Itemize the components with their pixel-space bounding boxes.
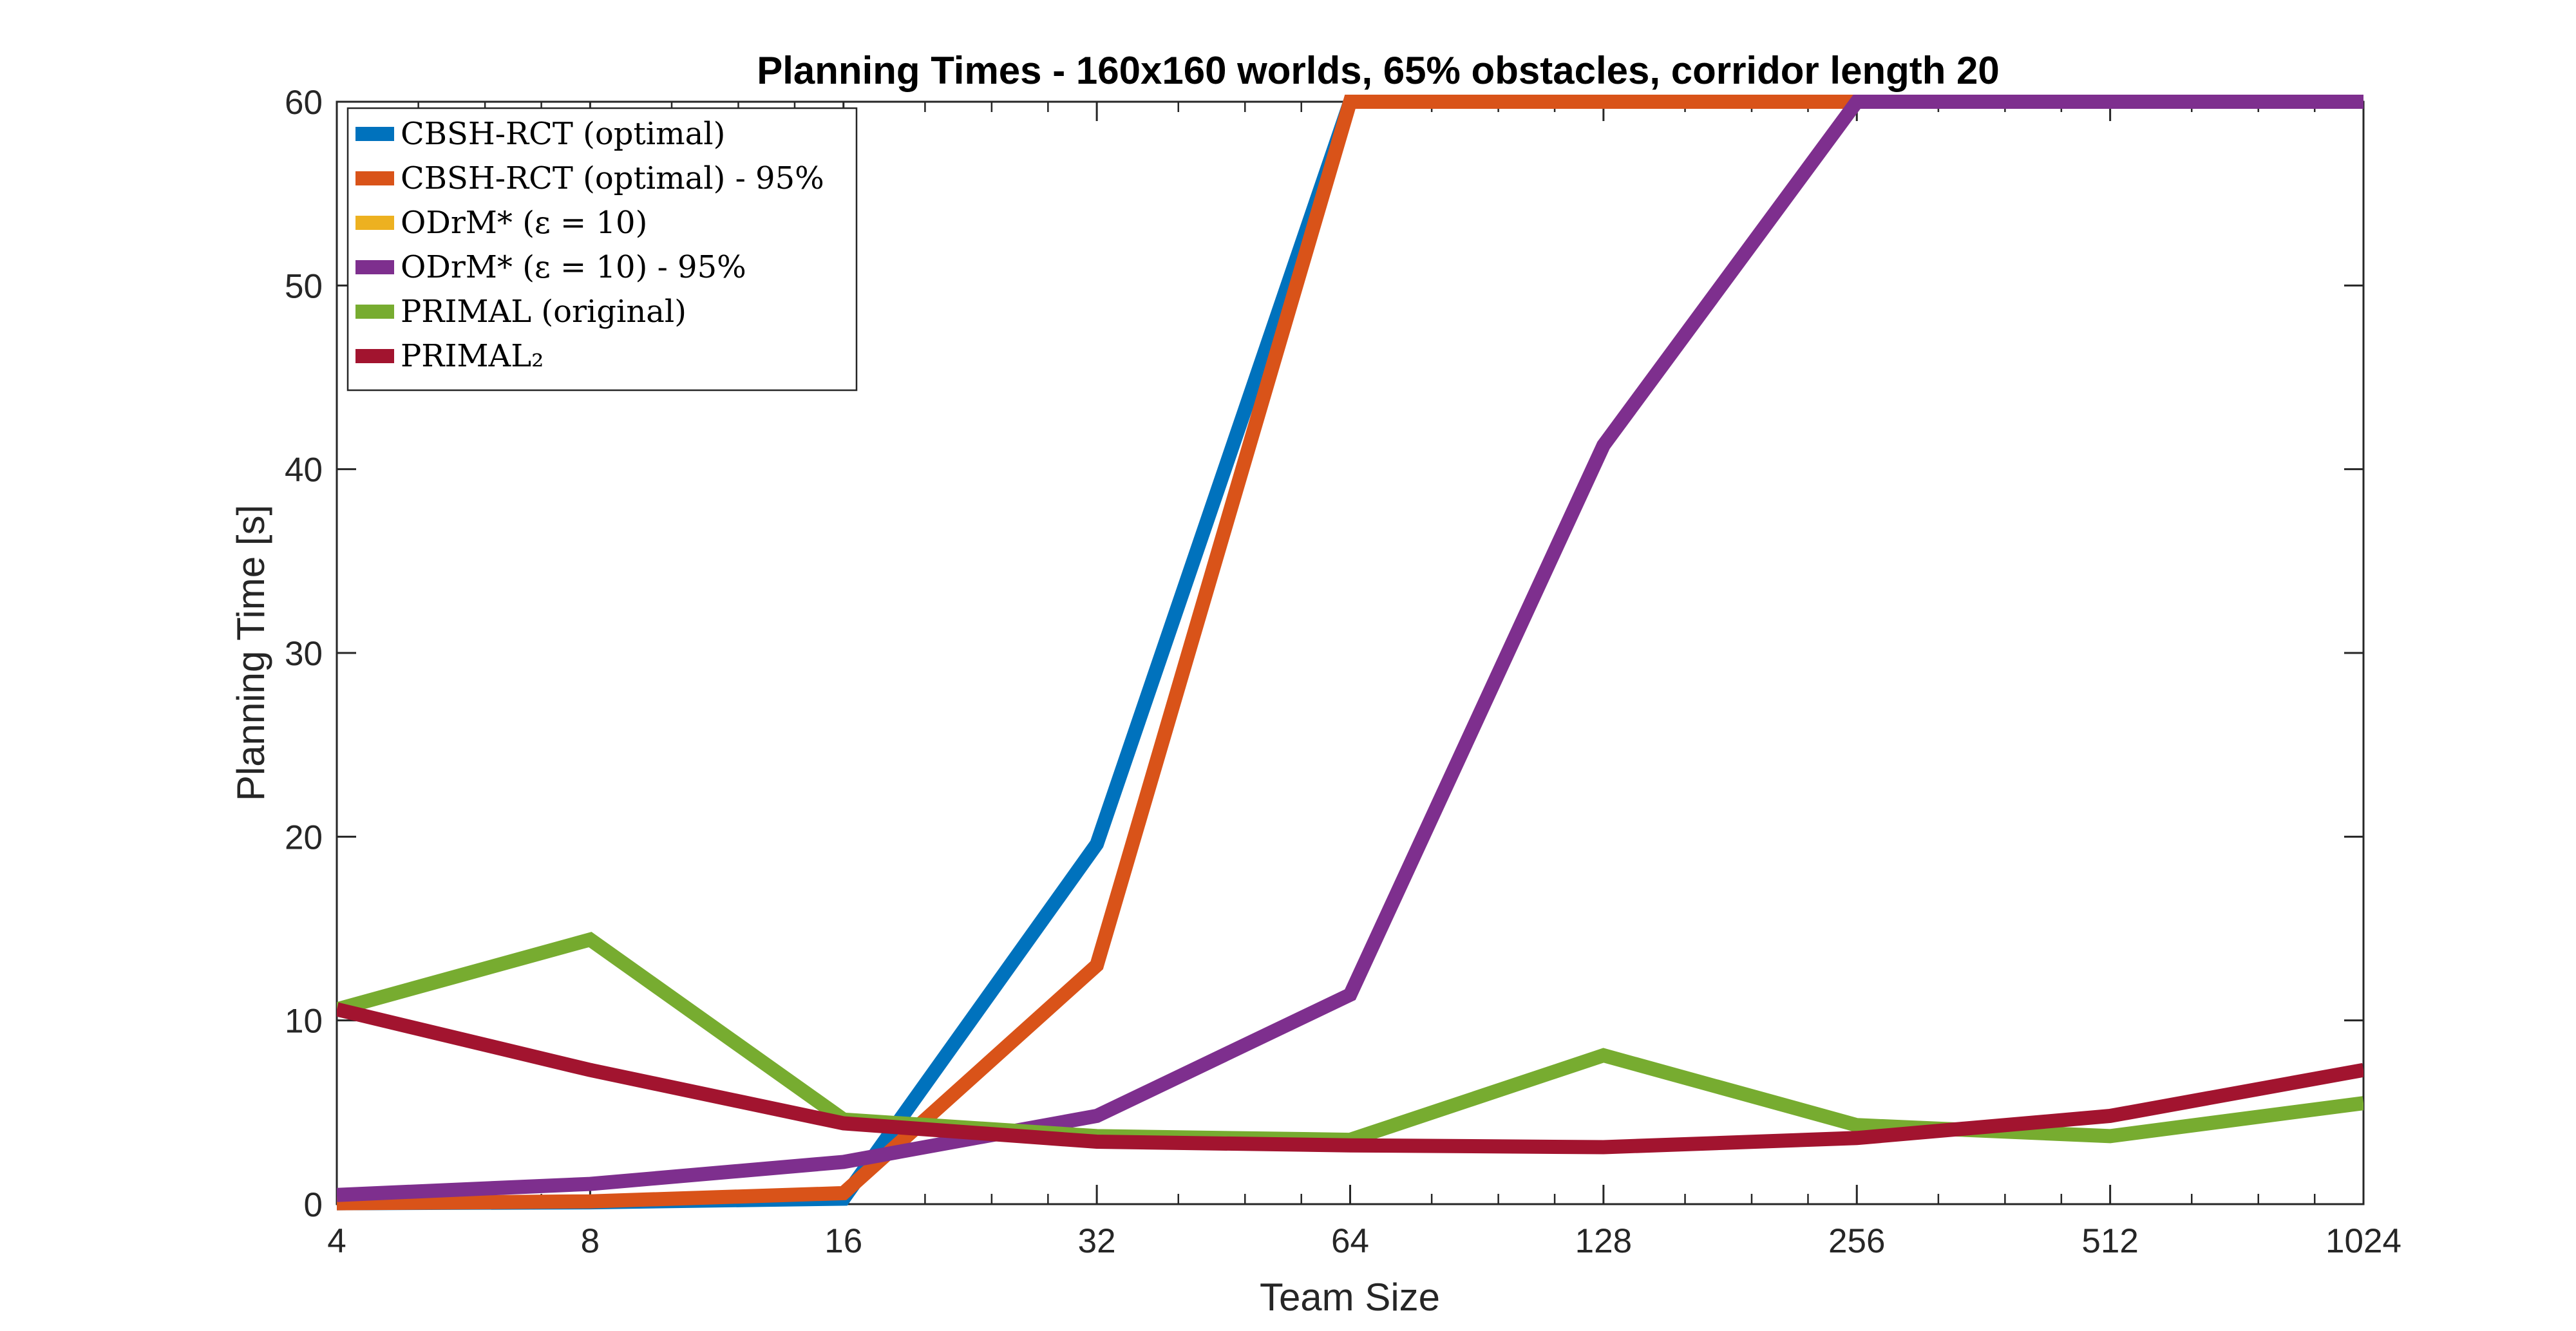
- x-tick-label: 8: [581, 1222, 600, 1260]
- legend-entry: ODrM* (ε = 10) - 95%: [401, 249, 746, 285]
- y-tick-label: 50: [285, 267, 323, 305]
- y-tick-label: 40: [285, 451, 323, 489]
- series-line: [337, 1002, 2363, 1155]
- legend-box: [346, 107, 858, 392]
- legend-entry: PRIMAL₂: [401, 338, 544, 374]
- y-tick-label: 0: [304, 1186, 323, 1224]
- x-axis-label: Team Size: [1260, 1276, 1440, 1319]
- x-tick-label: 1024: [2325, 1222, 2401, 1260]
- series-line: [337, 95, 1857, 1211]
- legend-entry: CBSH-RCT (optimal): [401, 116, 725, 152]
- x-tick-label: 128: [1575, 1222, 1632, 1260]
- y-axis-label: Planning Time [s]: [229, 505, 272, 801]
- x-tick-label: 16: [824, 1222, 862, 1260]
- y-tick-label: 60: [285, 84, 323, 122]
- legend: CBSH-RCT (optimal) CBSH-RCT (optimal) - 9…: [346, 107, 858, 392]
- legend-entry: CBSH-RCT (optimal) - 95%: [401, 160, 824, 196]
- x-tick-label: 512: [2081, 1222, 2138, 1260]
- y-tick-label: 10: [285, 1003, 323, 1041]
- series-line: [337, 95, 2363, 1202]
- chart-title: Planning Times - 160x160 worlds, 65% obs…: [757, 49, 2000, 92]
- legend-entry: PRIMAL (original): [401, 294, 687, 330]
- y-tick-label: 30: [285, 635, 323, 673]
- y-tick-label: 20: [285, 818, 323, 856]
- x-tick-label: 256: [1828, 1222, 1885, 1260]
- legend-entry: ODrM* (ε = 10): [401, 205, 647, 241]
- series-lines: [337, 95, 2363, 1211]
- x-tick-label: 32: [1078, 1222, 1116, 1260]
- series-line: [337, 932, 2363, 1147]
- x-tick-label: 4: [327, 1222, 346, 1260]
- x-tick-label: 64: [1331, 1222, 1369, 1260]
